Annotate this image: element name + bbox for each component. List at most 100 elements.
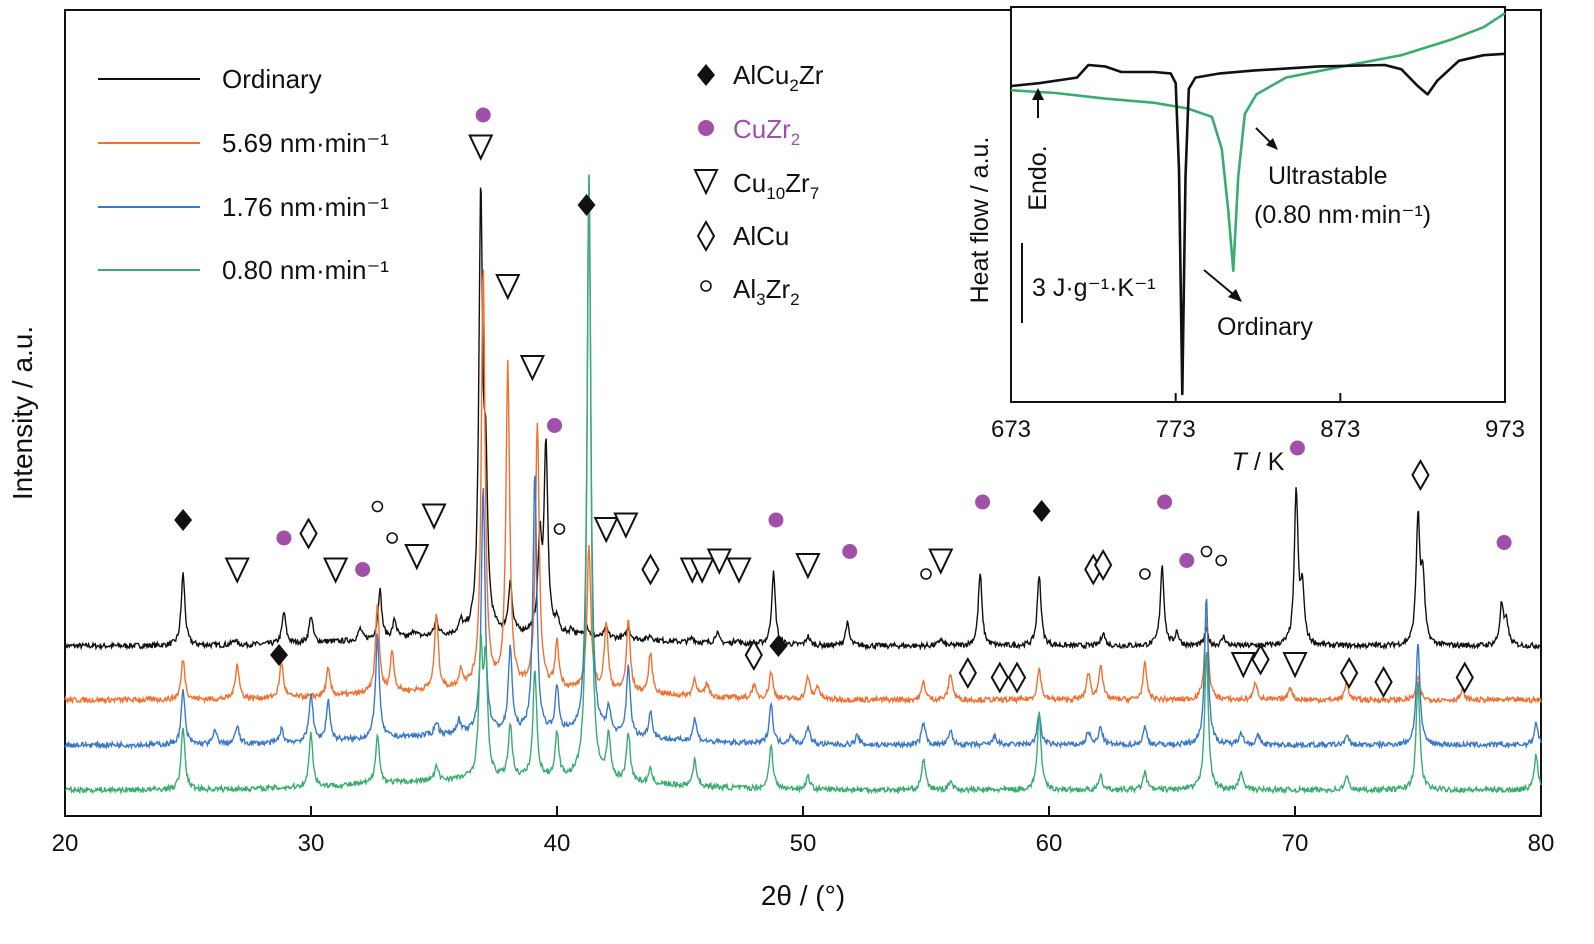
cu10zr7-marker-icon (1230, 652, 1256, 679)
alcu-marker-icon (1093, 548, 1113, 582)
main-x-tick-label: 80 (1528, 830, 1555, 857)
ultrastable-arrow-icon (1266, 138, 1278, 150)
xrd-series-line (64, 176, 1542, 751)
alcu2zr-marker-icon (1032, 500, 1051, 522)
xrd-series-line (65, 174, 1542, 796)
inset-plot-frame (1010, 6, 1506, 403)
legend-label-ordinary: Ordinary (222, 64, 322, 94)
cu10zr7-marker-icon (726, 557, 752, 584)
al3zr2-marker-icon (553, 523, 566, 535)
cuzr2-marker-icon (975, 494, 991, 510)
phase-label-al3zr2: Al3Zr2 (733, 274, 800, 309)
main-x-tick-label: 20 (52, 830, 79, 857)
al3zr2-marker-icon (920, 568, 932, 580)
alcu-marker-icon (958, 656, 977, 690)
inset-background (1011, 7, 1505, 402)
main-x-tick-label: 50 (790, 830, 817, 857)
xrd-series-line (64, 187, 1542, 651)
al3zr2-marker-icon (1215, 554, 1227, 567)
cu10zr7-marker-icon (421, 503, 447, 530)
alcu-marker-icon (1455, 661, 1474, 694)
phase-label-alcu2zr: AlCu2Zr (733, 60, 824, 95)
cu10zr7-marker-icon (1282, 652, 1308, 679)
main-x-tick-label: 30 (298, 830, 325, 857)
alcu-marker-icon (1251, 643, 1270, 676)
inset-y-axis-title: Heat flow / a.u. (966, 137, 994, 304)
scale-bar-label: 3 J·g⁻¹·K⁻¹ (1032, 274, 1156, 302)
main-x-tick-label: 70 (1282, 830, 1309, 857)
cu10zr7-marker-icon (404, 544, 430, 571)
cuzr2-marker-icon (276, 530, 292, 546)
inset-x-tick-label: 873 (1320, 416, 1360, 443)
main-x-tick-label: 40 (544, 830, 571, 857)
phase-label-alcu: AlCu (733, 221, 789, 251)
phase-markers (174, 107, 1512, 699)
main-x-tick-label: 60 (1036, 830, 1063, 857)
al3zr2-marker-icon (1200, 545, 1213, 558)
ordinary-inset-label: Ordinary (1217, 313, 1313, 341)
alcu-marker-icon (1339, 656, 1359, 690)
alcu-marker-icon (641, 553, 660, 586)
phase-legend: AlCu2Zr CuZr2 Cu10Zr7 AlCu Al3Zr2 (693, 60, 824, 309)
main-chart: 20 30 40 50 60 70 80 2θ / (°) Intensity / a.u.… (7, 9, 1555, 911)
phase-label-cu10zr7: Cu10Zr7 (733, 168, 819, 203)
ordinary-arrow-icon (1228, 289, 1242, 302)
al3zr2-marker-icon (386, 532, 398, 544)
ordinary-arrow-shaft (1203, 269, 1235, 296)
alcu-marker-icon (1411, 458, 1430, 492)
cuzr2-marker-icon (1289, 440, 1305, 456)
ultrastable-rate-label: (0.80 nm·min⁻¹) (1254, 201, 1431, 229)
endo-arrow-up-icon (1032, 88, 1044, 100)
al3zr2-marker-icon (1139, 568, 1151, 580)
legend-filled-circle-icon (698, 120, 714, 136)
alcu-marker-icon (1007, 661, 1027, 694)
inset-x-tick-label: 773 (1156, 416, 1196, 443)
legend-open-diamond-icon (696, 219, 716, 253)
cu10zr7-marker-icon (689, 557, 715, 584)
cuzr2-marker-icon (842, 544, 858, 559)
cu10zr7-marker-icon (323, 557, 349, 584)
inset-chart: 673 773 873 973 T / K Heat flow / a.u. Endo… (966, 6, 1525, 476)
inset-x-tick-label: 673 (991, 416, 1031, 443)
legend-label-176: 1.76 nm·min⁻¹ (222, 192, 389, 222)
cu10zr7-marker-icon (468, 134, 494, 161)
inset-x-axis-title: T / K (1232, 448, 1285, 476)
alcu2zr-marker-icon (577, 194, 596, 216)
series-legend: Ordinary 5.69 nm·min⁻¹ 1.76 nm·min⁻¹ 0.8… (98, 64, 389, 285)
cuzr2-marker-icon (355, 562, 371, 577)
cuzr2-marker-icon (1496, 535, 1512, 550)
ultrastable-label: Ultrastable (1268, 162, 1388, 190)
legend-open-circle-icon (700, 280, 712, 292)
alcu-marker-icon (990, 661, 1009, 694)
cuzr2-marker-icon (475, 107, 491, 123)
dsc-series-line (1010, 52, 1506, 396)
cuzr2-marker-icon (1157, 494, 1173, 510)
al3zr2-marker-icon (371, 500, 384, 513)
cuzr2-marker-icon (1179, 553, 1195, 568)
legend-label-080: 0.80 nm·min⁻¹ (222, 255, 389, 285)
alcu-marker-icon (744, 638, 763, 672)
alcu2zr-marker-icon (174, 509, 193, 531)
alcu-marker-icon (1374, 665, 1393, 699)
cu10zr7-marker-icon (928, 548, 954, 575)
cu10zr7-marker-icon (519, 355, 545, 382)
inset-x-tick-label: 973 (1485, 416, 1525, 443)
cu10zr7-marker-icon (795, 553, 821, 580)
cu10zr7-marker-icon (613, 512, 639, 539)
legend-open-triangle-icon (693, 169, 719, 196)
alcu-marker-icon (299, 517, 318, 550)
phase-label-cuzr2: CuZr2 (733, 114, 800, 149)
dsc-series-line (1010, 12, 1506, 273)
inset-x-ticks: 673 773 873 973 (991, 393, 1525, 443)
cu10zr7-marker-icon (224, 557, 250, 584)
legend-label-569: 5.69 nm·min⁻¹ (222, 128, 389, 158)
ultrastable-arrow-shaft (1255, 127, 1273, 145)
main-x-axis-title: 2θ / (°) (761, 880, 845, 911)
alcu2zr-marker-icon (769, 635, 788, 657)
cu10zr7-marker-icon (593, 517, 619, 544)
main-curves (64, 174, 1542, 796)
cuzr2-marker-icon (547, 418, 563, 433)
main-y-axis-title: Intensity / a.u. (7, 326, 38, 500)
main-x-ticks: 20 30 40 50 60 70 80 (52, 806, 1555, 857)
